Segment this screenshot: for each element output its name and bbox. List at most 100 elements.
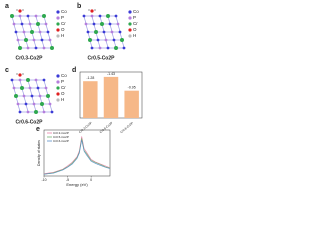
legend-swatch	[128, 16, 132, 20]
legend-label: O	[61, 27, 65, 32]
legend-label: Cr0.3-Co2P	[53, 131, 69, 135]
atom	[14, 94, 18, 98]
atom	[16, 73, 18, 75]
atom	[34, 46, 38, 50]
atom	[92, 22, 96, 26]
atom	[42, 46, 46, 50]
panel-label: a	[5, 3, 9, 10]
atom	[16, 102, 20, 106]
atom	[46, 94, 50, 98]
legend-swatch	[56, 86, 60, 90]
atom	[48, 102, 52, 106]
atom	[26, 78, 30, 82]
atom	[36, 86, 40, 90]
legend-label: Co	[61, 9, 67, 14]
atom	[34, 78, 38, 82]
atom	[30, 30, 34, 34]
y-axis-label: Density of states	[37, 140, 41, 166]
legend-label: O	[133, 27, 137, 32]
legend-swatch	[56, 34, 60, 38]
legend-label: Cr	[133, 21, 138, 26]
legend-swatch	[56, 10, 60, 14]
legend-label: Cr0.5-Co2P	[53, 135, 69, 139]
legend-swatch	[56, 98, 60, 102]
atom	[88, 9, 90, 11]
atom	[10, 78, 14, 82]
atom	[36, 22, 40, 26]
legend-label: Cr	[61, 85, 66, 90]
atom	[30, 94, 34, 98]
atom	[88, 38, 92, 42]
legend-swatch	[56, 16, 60, 20]
atom	[110, 30, 114, 34]
atom	[26, 110, 30, 114]
atom	[20, 86, 24, 90]
legend-swatch	[128, 10, 132, 14]
atom	[28, 86, 32, 90]
atom	[90, 9, 94, 13]
atom	[12, 86, 16, 90]
atom	[104, 38, 108, 42]
panel-label: b	[77, 3, 81, 10]
atom	[100, 22, 104, 26]
legend-label: H	[61, 33, 64, 38]
caption: Cr0.6-Co2P	[16, 119, 44, 125]
panel-label: e	[36, 126, 40, 133]
atom	[108, 22, 112, 26]
atom	[84, 22, 88, 26]
atom	[50, 46, 54, 50]
x-tick-label: Cr0.6-Co2P	[119, 121, 134, 134]
x-axis-label: Energy (eV)	[66, 182, 88, 187]
x-tick-label: -10	[41, 178, 46, 182]
atom	[112, 38, 116, 42]
atom	[98, 46, 102, 50]
atom	[90, 46, 94, 50]
atom	[116, 22, 120, 26]
legend-label: P	[61, 15, 64, 20]
atom	[26, 14, 30, 18]
legend-swatch	[128, 22, 132, 26]
x-tick-label: Cr0.3-Co2P	[78, 121, 93, 134]
value-label: -1.43	[107, 72, 115, 76]
atom	[24, 102, 28, 106]
atom	[82, 14, 86, 18]
legend-label: Co	[133, 9, 139, 14]
atom	[28, 22, 32, 26]
atom	[94, 9, 96, 11]
panel-label: d	[72, 67, 76, 74]
atom	[26, 46, 30, 50]
atom	[44, 22, 48, 26]
legend-swatch	[56, 92, 60, 96]
atom	[18, 14, 22, 18]
atom	[32, 102, 36, 106]
atom	[16, 9, 18, 11]
atom	[18, 9, 22, 13]
legend-swatch	[56, 22, 60, 26]
atom	[22, 9, 24, 11]
atom	[94, 30, 98, 34]
atom	[106, 46, 110, 50]
atom	[96, 38, 100, 42]
legend-label: O	[61, 91, 65, 96]
atom	[18, 78, 22, 82]
x-tick-label: 0	[90, 178, 92, 182]
legend-label: Co	[61, 73, 67, 78]
legend-swatch	[56, 74, 60, 78]
atom	[12, 22, 16, 26]
atom	[38, 30, 42, 34]
figure: aCoPCrOHCr0.3-Co2PbCoPCrOHCr0.5-Co2PcCoP…	[5, 3, 143, 187]
atom	[38, 94, 42, 98]
caption: Cr0.3-Co2P	[16, 55, 44, 61]
x-tick-label: -5	[66, 178, 69, 182]
atom	[22, 30, 26, 34]
dos-line	[43, 136, 111, 174]
atom	[18, 73, 22, 77]
atom	[24, 38, 28, 42]
dos-line	[43, 140, 111, 175]
atom	[14, 30, 18, 34]
legend-label: Cr0.6-Co2P	[53, 139, 69, 143]
atom	[16, 38, 20, 42]
legend-swatch	[56, 80, 60, 84]
atom	[48, 38, 52, 42]
bar	[103, 76, 119, 118]
